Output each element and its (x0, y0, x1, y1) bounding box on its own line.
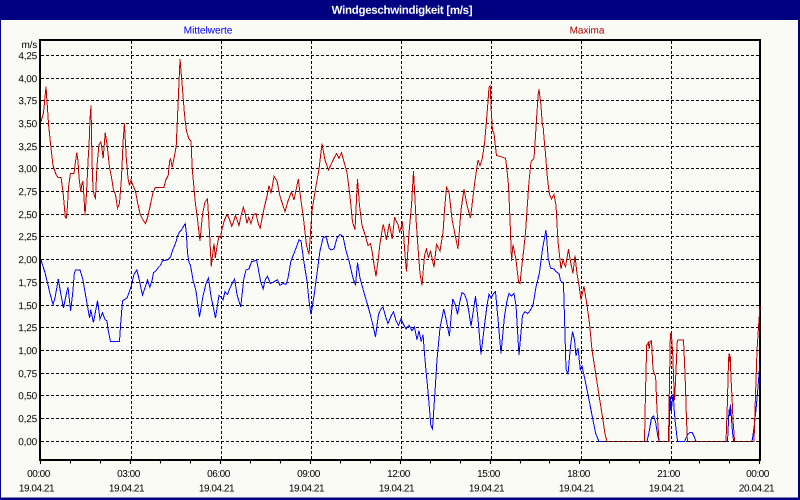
svg-text:3,50: 3,50 (18, 119, 37, 130)
svg-text:2,75: 2,75 (18, 187, 37, 198)
svg-text:2,25: 2,25 (18, 232, 37, 243)
svg-text:3,00: 3,00 (18, 164, 37, 175)
svg-text:06:00: 06:00 (207, 469, 231, 480)
svg-text:1,25: 1,25 (18, 323, 37, 334)
svg-text:Maxima: Maxima (570, 25, 605, 36)
svg-text:19.04.21: 19.04.21 (199, 483, 235, 494)
svg-text:19.04.21: 19.04.21 (109, 483, 145, 494)
svg-text:0,75: 0,75 (18, 369, 37, 380)
svg-text:3,75: 3,75 (18, 96, 37, 107)
svg-text:18:00: 18:00 (567, 469, 591, 480)
svg-text:1,00: 1,00 (18, 346, 37, 357)
svg-text:4,00: 4,00 (18, 74, 37, 85)
svg-text:20.04.21: 20.04.21 (739, 484, 775, 495)
svg-text:15:00: 15:00 (477, 469, 501, 480)
svg-text:3,25: 3,25 (18, 142, 37, 153)
svg-text:Windgeschwindigkeit [m/s]: Windgeschwindigkeit [m/s] (332, 5, 473, 17)
svg-text:19.04.21: 19.04.21 (469, 484, 505, 495)
svg-text:2,00: 2,00 (18, 255, 37, 266)
svg-text:1,75: 1,75 (18, 278, 37, 289)
svg-text:4,25: 4,25 (18, 51, 37, 62)
svg-text:0,25: 0,25 (18, 414, 37, 425)
svg-text:09:00: 09:00 (297, 469, 321, 480)
svg-text:19.04.21: 19.04.21 (289, 483, 325, 494)
svg-text:2,50: 2,50 (18, 210, 37, 221)
svg-text:19.04.21: 19.04.21 (649, 484, 685, 495)
svg-text:Mittelwerte: Mittelwerte (184, 25, 233, 36)
svg-text:00:00: 00:00 (746, 469, 770, 480)
svg-text:12:00: 12:00 (387, 469, 411, 480)
svg-text:03:00: 03:00 (117, 469, 141, 480)
svg-text:1,50: 1,50 (18, 301, 37, 312)
svg-text:19.04.21: 19.04.21 (19, 483, 55, 494)
svg-text:21:00: 21:00 (657, 469, 681, 480)
svg-text:m/s: m/s (22, 40, 38, 51)
svg-text:0,50: 0,50 (18, 391, 37, 402)
svg-text:00:00: 00:00 (27, 469, 51, 480)
svg-text:19.04.21: 19.04.21 (379, 483, 415, 494)
svg-text:19.04.21: 19.04.21 (559, 484, 595, 495)
svg-text:0,00: 0,00 (18, 437, 37, 448)
